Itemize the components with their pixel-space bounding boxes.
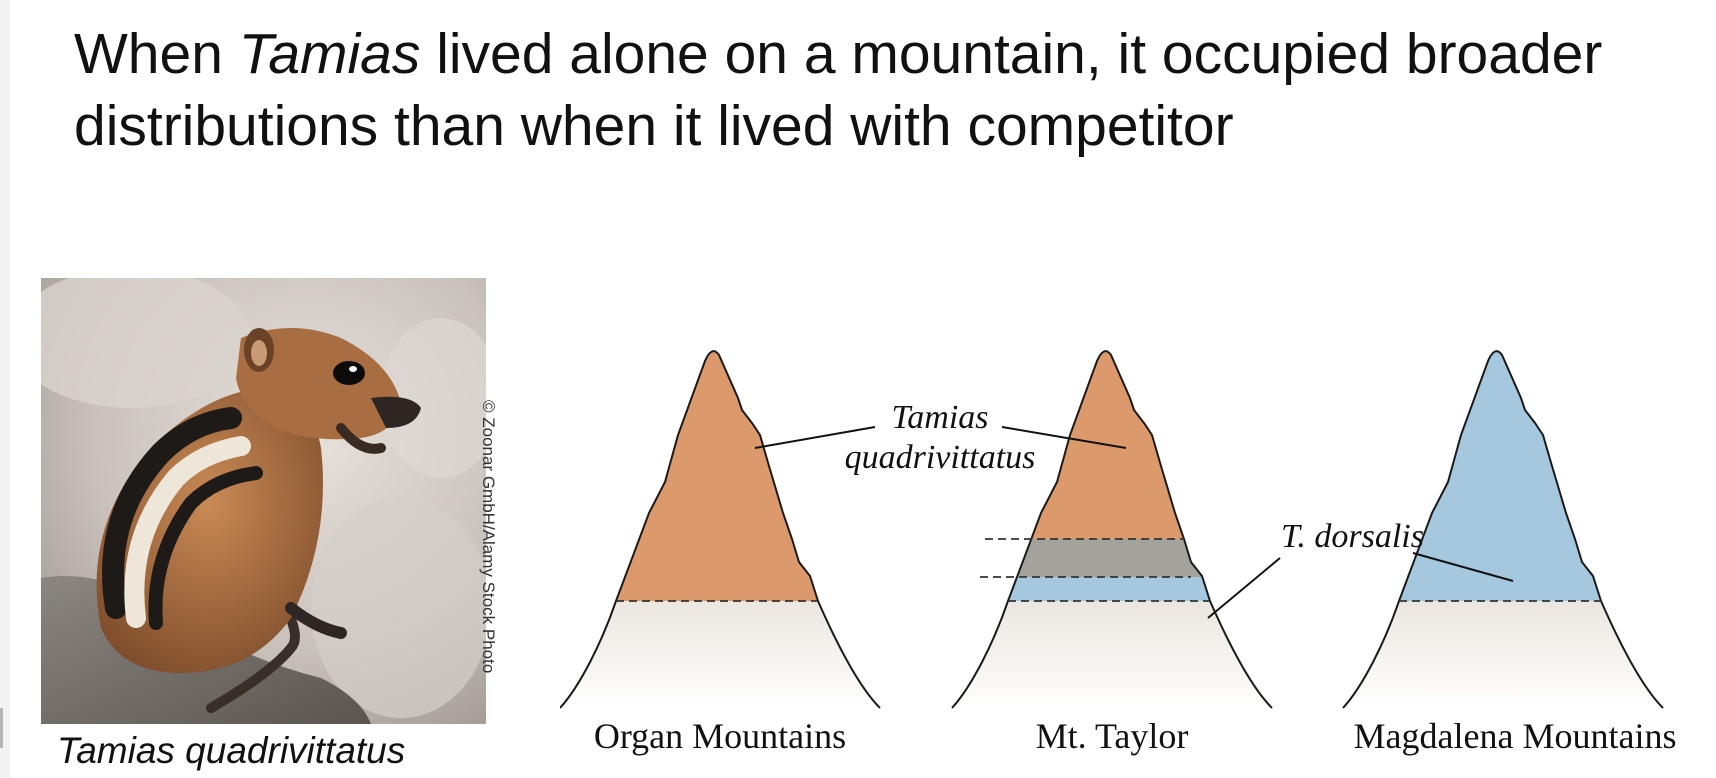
organ-quadrivittatus-range <box>616 351 818 601</box>
mountain-taylor <box>951 350 1273 709</box>
mountain-magdalena <box>1342 350 1664 709</box>
title-genus: Tamias <box>238 22 421 86</box>
magdalena-base-ground <box>1343 601 1663 708</box>
mountain-organ <box>560 350 881 709</box>
taylor-dorsalis-range <box>952 577 1272 601</box>
dorsalis-leader-magdalena <box>1412 552 1514 582</box>
label-dorsalis: T. dorsalis <box>1281 518 1424 555</box>
title-prefix: When <box>74 22 239 86</box>
organ-base-ground <box>560 601 880 708</box>
taylor-ground <box>952 601 1272 709</box>
quadrivittatus-leader-right <box>1001 426 1127 449</box>
chipmunk-photo <box>41 278 486 724</box>
left-edge-strip <box>0 0 10 778</box>
taylor-overlap-band <box>952 539 1272 577</box>
taylor-outline <box>951 350 1273 709</box>
dorsalis-leader-taylor <box>1207 557 1281 619</box>
magdalena-dorsalis-range <box>1399 351 1601 601</box>
distribution-diagram: Tamias quadrivittatus T. dorsalis Organ … <box>560 350 1677 756</box>
organ-outline <box>560 350 881 709</box>
label-quadrivittatus-line1: Tamias <box>891 399 988 436</box>
photo-credit-area: © Zoonar GmbH/Alamy Stock Photo <box>479 400 522 730</box>
label-quadrivittatus-line2: quadrivittatus <box>845 439 1036 476</box>
left-edge-mark <box>0 708 3 748</box>
mountain-name-organ: Organ Mountains <box>594 716 846 756</box>
magdalena-outline <box>1342 350 1664 709</box>
title-rest: lived alone on a mountain, it occupied b… <box>74 22 1603 158</box>
slide-title: When Tamias lived alone on a mountain, i… <box>74 18 1694 162</box>
mountain-name-taylor: Mt. Taylor <box>1036 716 1189 756</box>
photo-credit: © Zoonar GmbH/Alamy Stock Photo <box>479 400 498 674</box>
mountain-name-magdalena: Magdalena Mountains <box>1354 716 1677 756</box>
quadrivittatus-leader-left <box>754 426 876 449</box>
photo-caption: Tamias quadrivittatus <box>57 730 406 771</box>
